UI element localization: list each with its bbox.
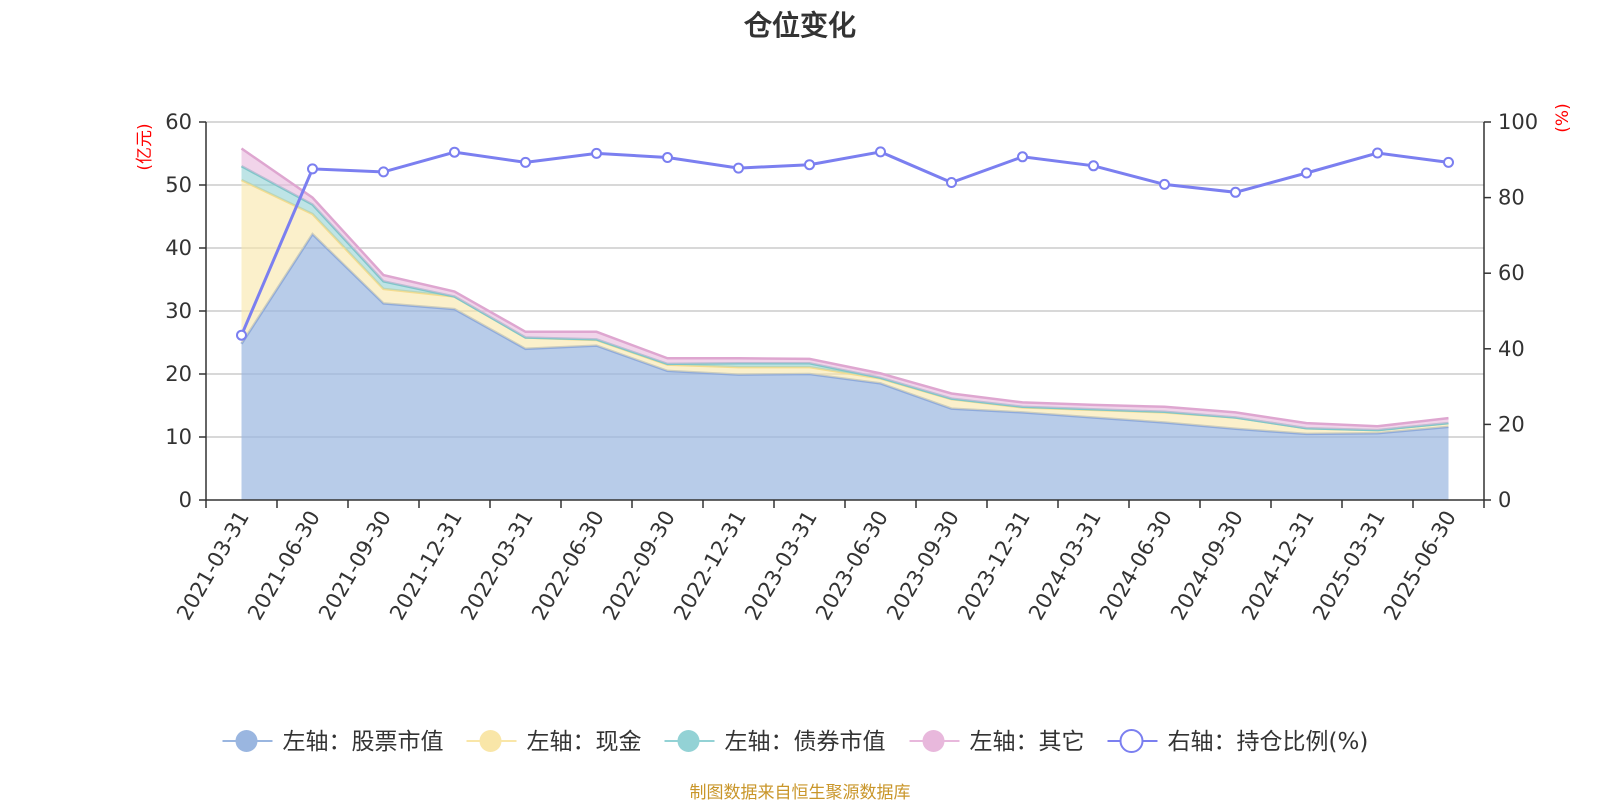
ratio-point bbox=[591, 147, 602, 159]
x-axis-tick-label: 2024-09-30 bbox=[1166, 507, 1248, 625]
legend-item[interactable]: 右轴：持仓比例(%) bbox=[1107, 729, 1369, 755]
left-axis-unit: (亿元) bbox=[135, 123, 155, 170]
ratio-point bbox=[449, 146, 460, 158]
ratio-point bbox=[1159, 178, 1170, 190]
x-axis-tick-label: 2025-03-31 bbox=[1308, 507, 1390, 625]
legend-label: 左轴：债券市值 bbox=[725, 729, 886, 755]
x-axis-tick-label: 2024-06-30 bbox=[1095, 507, 1177, 625]
ratio-point bbox=[1017, 151, 1028, 163]
left-axis-tick-label: 50 bbox=[165, 173, 192, 197]
legend-label: 左轴：其它 bbox=[970, 729, 1085, 755]
ratio-point bbox=[1088, 160, 1099, 172]
area-series-edge bbox=[240, 147, 1449, 428]
x-axis-tick-label: 2021-06-30 bbox=[243, 507, 325, 625]
legend-marker bbox=[235, 730, 258, 752]
ratio-point bbox=[946, 177, 957, 188]
x-axis-tick-label: 2023-06-30 bbox=[811, 507, 893, 625]
left-axis-tick-label: 60 bbox=[165, 110, 192, 134]
x-axis-tick-label: 2021-12-31 bbox=[385, 507, 467, 625]
x-axis-tick-label: 2021-09-30 bbox=[314, 507, 396, 625]
ratio-point bbox=[733, 162, 744, 174]
left-axis-tick-label: 40 bbox=[165, 236, 192, 260]
x-axis-tick-label: 2024-03-31 bbox=[1024, 507, 1106, 625]
ratio-point bbox=[804, 159, 815, 171]
right-axis-tick-label: 0 bbox=[1498, 488, 1511, 512]
legend-item[interactable]: 左轴：其它 bbox=[909, 729, 1085, 755]
legend-marker bbox=[922, 730, 945, 752]
left-axis-tick-label: 20 bbox=[165, 362, 192, 386]
legend-item[interactable]: 左轴：股票市值 bbox=[222, 729, 444, 755]
right-axis-tick-label: 20 bbox=[1498, 412, 1525, 436]
legend-marker bbox=[479, 730, 502, 752]
chart-source-note: 制图数据来自恒生聚源数据库 bbox=[689, 783, 911, 803]
ratio-line bbox=[236, 146, 1454, 341]
x-axis-tick-label: 2023-09-30 bbox=[882, 507, 964, 625]
ratio-point bbox=[378, 166, 389, 178]
x-axis-tick-label: 2022-09-30 bbox=[598, 507, 680, 625]
ratio-point bbox=[1372, 147, 1383, 159]
legend-label: 左轴：股票市值 bbox=[283, 729, 444, 755]
ratio-point bbox=[307, 163, 318, 175]
stacked-areas bbox=[240, 147, 1449, 500]
x-axis-tick-label: 2022-06-30 bbox=[527, 507, 609, 625]
right-axis-tick-label: 40 bbox=[1498, 337, 1525, 361]
legend-marker bbox=[1119, 729, 1144, 753]
legend-item[interactable]: 左轴：债券市值 bbox=[664, 729, 886, 755]
ratio-point bbox=[520, 156, 531, 168]
legend-label: 左轴：现金 bbox=[527, 729, 642, 755]
right-axis-tick-label: 60 bbox=[1498, 261, 1525, 285]
x-axis-tick-label: 2022-12-31 bbox=[669, 507, 751, 625]
right-axis-unit: (%) bbox=[1553, 103, 1573, 132]
x-axis-tick-label: 2025-06-30 bbox=[1379, 507, 1461, 625]
right-axis-tick-label: 80 bbox=[1498, 186, 1525, 210]
legend-item[interactable]: 左轴：现金 bbox=[466, 729, 642, 755]
legend[interactable]: 左轴：股票市值 左轴：现金 左轴：债券市值 左轴：其它 右轴：持仓比例(%) bbox=[222, 729, 1369, 755]
chart-title: 仓位变化 bbox=[743, 9, 856, 42]
legend-marker bbox=[677, 730, 700, 752]
legend-label: 右轴：持仓比例(%) bbox=[1168, 729, 1369, 755]
x-axis-tick-label: 2023-03-31 bbox=[740, 507, 822, 625]
left-axis-tick-label: 0 bbox=[179, 488, 192, 512]
left-axis-tick-label: 30 bbox=[165, 299, 192, 323]
left-axis-tick-label: 10 bbox=[165, 425, 192, 449]
ratio-point bbox=[662, 152, 673, 163]
x-axis-tick-label: 2023-12-31 bbox=[953, 507, 1035, 625]
x-axis-tick-label: 2021-03-31 bbox=[172, 507, 254, 625]
ratio-line-path bbox=[240, 150, 1449, 336]
ratio-point bbox=[1301, 167, 1312, 179]
ratio-point bbox=[236, 329, 247, 341]
ratio-point bbox=[1230, 186, 1241, 198]
ratio-point bbox=[1443, 156, 1454, 168]
x-axis-tick-label: 2024-12-31 bbox=[1237, 507, 1319, 625]
x-axis-tick-label: 2022-03-31 bbox=[456, 507, 538, 625]
right-axis-tick-label: 100 bbox=[1498, 110, 1538, 134]
ratio-point bbox=[875, 146, 886, 158]
area-series bbox=[241, 234, 1449, 500]
